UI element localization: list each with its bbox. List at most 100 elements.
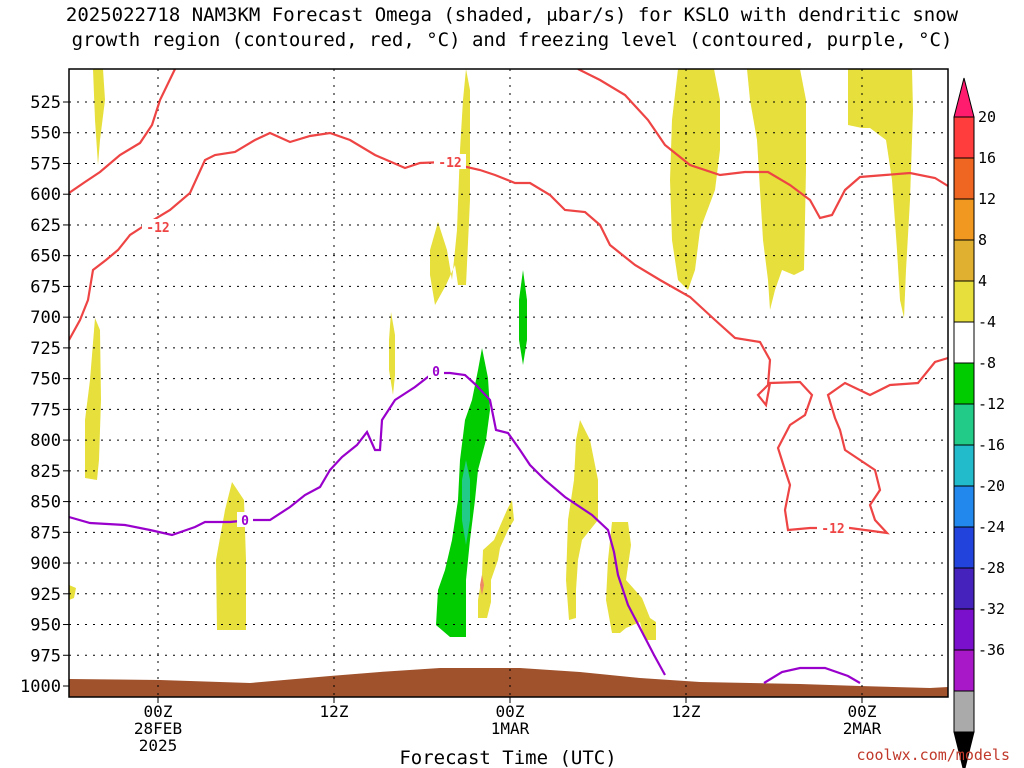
contour-label-bg (142, 219, 174, 234)
dgz-contour-middle (69, 131, 948, 535)
colorbar-bottom-arrow (953, 731, 975, 768)
vertical-gridlines (157, 69, 863, 697)
contour-label: -12 (821, 522, 844, 537)
colorbar-label: -12 (978, 395, 1005, 413)
colorbar-label: -32 (978, 600, 1005, 618)
colorbar-segment (953, 567, 975, 610)
colorbar-segment (953, 690, 975, 733)
y-tick-label: 975 (30, 646, 61, 666)
y-tick-label: 775 (30, 400, 61, 420)
omega-positive-small-region (480, 575, 484, 595)
contour-label: 0 (241, 514, 249, 529)
y-tick-label: 750 (30, 370, 61, 390)
omega-positive-region (848, 69, 913, 318)
colorbar-segment (953, 198, 975, 241)
colorbar-segment (953, 649, 975, 692)
omega-positive-region (747, 69, 806, 310)
y-tick-label: 625 (30, 216, 61, 236)
y-tick-label: 875 (30, 523, 61, 543)
omega-positive-regions (69, 69, 913, 640)
colorbar: 20 16 12 8 4 -4 -8 -12 -16 -20 -24 -28 -32 -36 (953, 77, 1005, 768)
y-tick-label: 825 (30, 462, 61, 482)
colorbar-segment (953, 280, 975, 323)
colorbar-label: -20 (978, 477, 1005, 495)
x-tick-label: 12Z (320, 702, 349, 721)
x-tick-label: 00Z (848, 702, 877, 721)
omega-positive-region (389, 312, 395, 395)
colorbar-label: 20 (978, 108, 996, 126)
freezing-level-contour-main (69, 371, 666, 676)
y-tick-label: 900 (30, 554, 61, 574)
x-tick-label: 00Z (496, 702, 525, 721)
omega-positive-region (478, 500, 514, 618)
colorbar-label: -28 (978, 559, 1005, 577)
omega-negative-region (519, 270, 527, 365)
omega-positive-region (85, 318, 101, 480)
colorbar-label: -36 (978, 641, 1005, 659)
y-axis: 525 550 575 600 625 650 675 700 725 750 775 800 825 8… (20, 93, 69, 697)
omega-positive-region (93, 69, 105, 165)
freezing-level-contour-small (763, 666, 861, 684)
colorbar-label: -8 (978, 354, 996, 372)
credit-text: coolwx.com/models (856, 746, 1010, 764)
y-tick-label: 950 (30, 616, 61, 636)
y-tick-label: 725 (30, 339, 61, 359)
title-line-2: growth region (contoured, red, °C) and f… (71, 29, 953, 51)
x-tick-label: 00Z (144, 702, 173, 721)
title-line-1: 2025022718 NAM3KM Forecast Omega (shaded… (65, 4, 959, 26)
plot-area (69, 69, 948, 697)
y-tick-label: 1000 (20, 677, 61, 697)
x-tick-label: 12Z (672, 702, 701, 721)
contour-label-bg (237, 512, 253, 527)
x-axis-title: Forecast Time (UTC) (399, 747, 616, 768)
contour-label: 0 (432, 365, 440, 380)
colorbar-segment (953, 157, 975, 200)
x-tick-label: 28FEB (134, 719, 182, 738)
y-tick-label: 925 (30, 585, 61, 605)
y-tick-label: 525 (30, 93, 61, 113)
y-tick-label: 850 (30, 493, 61, 513)
colorbar-label: -24 (978, 518, 1005, 536)
plot-frame (68, 68, 949, 698)
omega-positive-region (670, 69, 720, 290)
freezing-level-contours (69, 371, 861, 684)
colorbar-segment (953, 485, 975, 528)
omega-positive-region (430, 69, 470, 305)
colorbar-label: 16 (978, 149, 996, 167)
contour-label: -12 (438, 156, 461, 171)
contour-label-bg (428, 363, 444, 378)
colorbar-label: 8 (978, 231, 987, 249)
colorbar-segment (953, 403, 975, 446)
terrain (69, 668, 948, 697)
x-tick-label: 1MAR (491, 719, 530, 738)
colorbar-label: -16 (978, 436, 1005, 454)
contour-labels: -12 -12 -12 0 0 (142, 154, 849, 537)
dgz-contours (69, 69, 948, 535)
y-tick-label: 550 (30, 124, 61, 144)
dgz-contour-upper (69, 69, 176, 194)
colorbar-segment (953, 444, 975, 487)
y-tick-label: 575 (30, 154, 61, 174)
omega-positive-region (69, 585, 76, 600)
x-tick-label: 2MAR (843, 719, 882, 738)
colorbar-label: 12 (978, 190, 996, 208)
colorbar-label: 4 (978, 272, 987, 290)
contour-label-bg (817, 520, 849, 535)
x-tick-label: 2025 (139, 736, 178, 755)
colorbar-segment (953, 321, 975, 364)
colorbar-segment (953, 239, 975, 282)
colorbar-segment (953, 116, 975, 159)
y-tick-label: 650 (30, 247, 61, 267)
shaded-fields (69, 69, 948, 697)
colorbar-top-arrow (953, 77, 975, 118)
y-tick-label: 700 (30, 308, 61, 328)
colorbar-label: -4 (978, 313, 996, 331)
y-tick-label: 600 (30, 185, 61, 205)
omega-positive-region (566, 420, 598, 620)
dgz-contour-top (577, 69, 948, 220)
omega-negative-core-region (462, 460, 470, 545)
contour-label: -12 (146, 221, 169, 236)
colorbar-segment (953, 608, 975, 651)
y-tick-label: 800 (30, 431, 61, 451)
